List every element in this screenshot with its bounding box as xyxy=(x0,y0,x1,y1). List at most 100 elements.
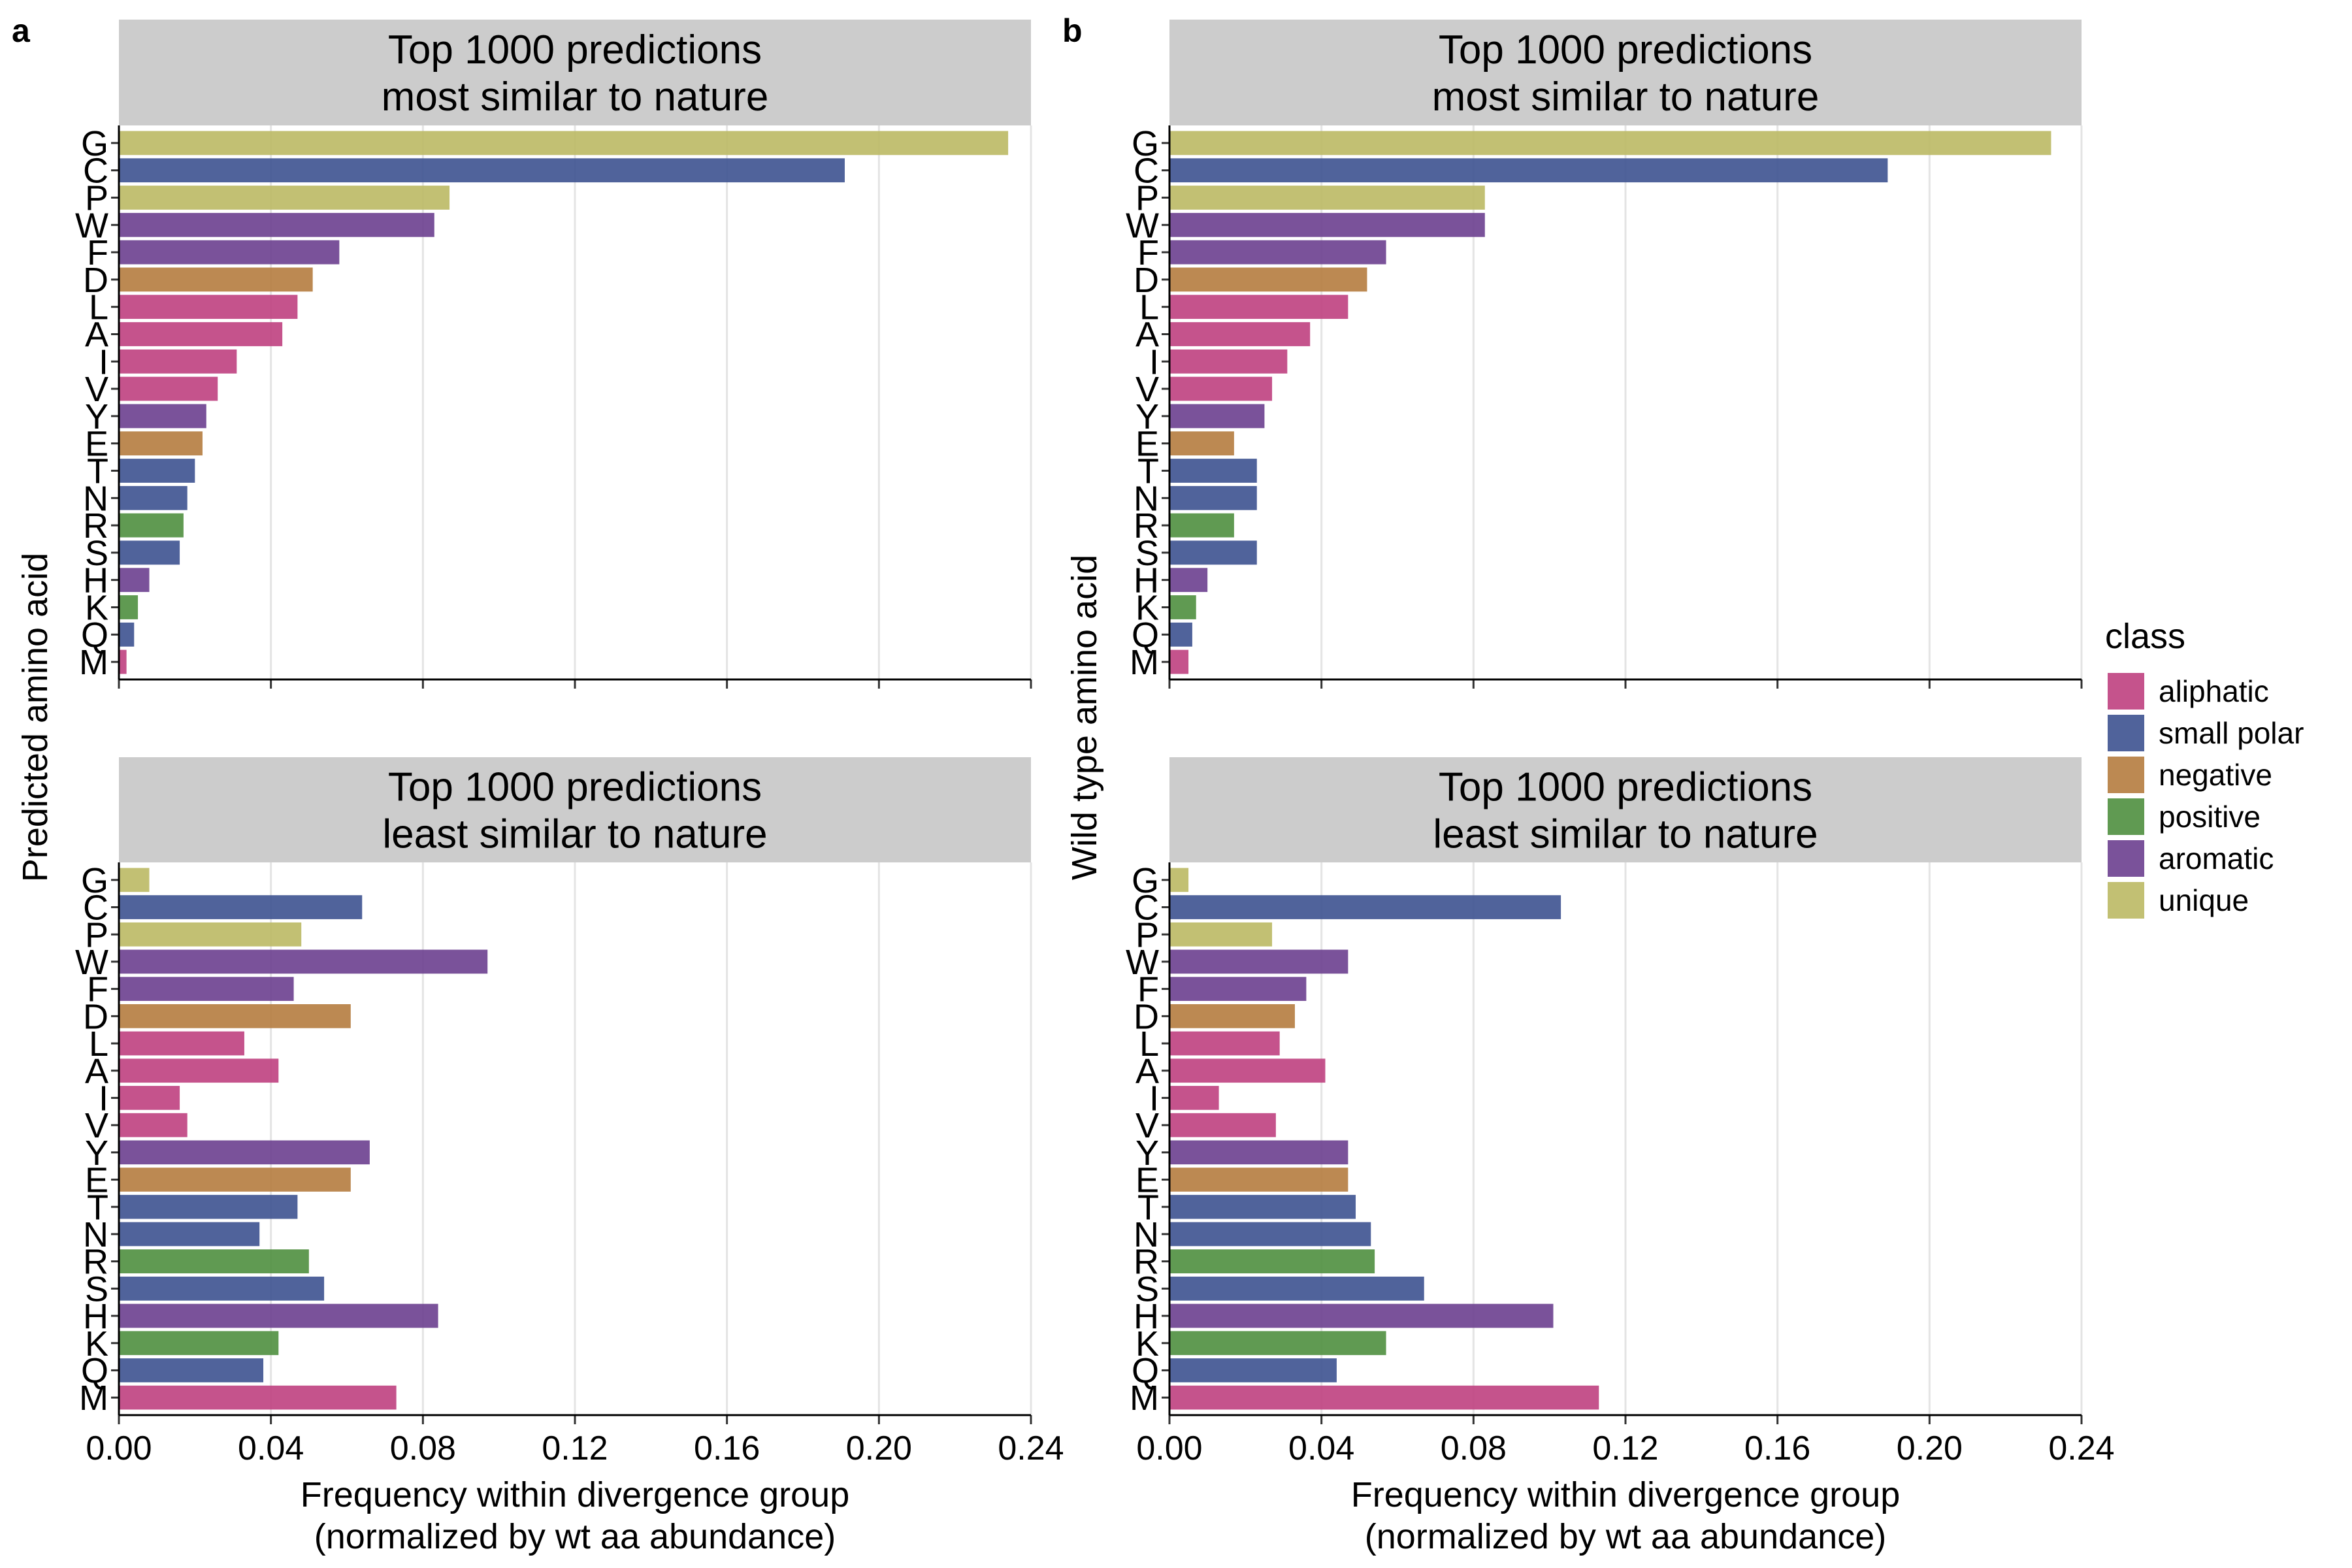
x-tick-label: 0.20 xyxy=(1897,1429,1963,1467)
bar-V xyxy=(119,1113,188,1137)
y-axis-title: Predicted amino acid xyxy=(16,553,55,882)
bar-N xyxy=(119,1222,260,1247)
y-tick-label-A: A xyxy=(85,316,108,355)
legend-swatch-aromatic xyxy=(2108,840,2144,877)
bar-A xyxy=(1169,1058,1326,1083)
strip-title-line: Top 1000 predictions xyxy=(388,765,762,810)
strip-title-line: Top 1000 predictions xyxy=(1439,765,1812,810)
y-tick-label-E: E xyxy=(1135,1161,1159,1200)
bar-M xyxy=(119,1385,397,1410)
panel-label-b: b xyxy=(1062,12,1083,49)
strip-header xyxy=(1169,20,2082,125)
strip-title-line: least similar to nature xyxy=(382,812,767,857)
bar-D xyxy=(119,1004,351,1028)
y-tick-label-G: G xyxy=(1132,124,1159,163)
y-tick-label-L: L xyxy=(1139,288,1159,327)
bar-A xyxy=(119,322,283,346)
y-tick-label-V: V xyxy=(85,1106,108,1145)
legend-label: aromatic xyxy=(2159,841,2274,875)
y-tick-label-L: L xyxy=(89,288,108,327)
y-tick-label-N: N xyxy=(83,1215,108,1254)
bar-N xyxy=(1169,485,1257,510)
y-tick-label-A: A xyxy=(1135,1052,1159,1091)
bar-G xyxy=(1169,131,2051,155)
x-tick-label: 0.00 xyxy=(86,1429,152,1467)
legend-label: aliphatic xyxy=(2159,674,2269,708)
y-tick-label-T: T xyxy=(87,1188,108,1227)
y-tick-label-M: M xyxy=(79,643,108,682)
bar-R xyxy=(119,1249,309,1273)
bar-C xyxy=(1169,895,1561,919)
x-tick-label: 0.12 xyxy=(1592,1429,1658,1467)
y-tick-label-R: R xyxy=(83,1243,108,1282)
y-tick-label-D: D xyxy=(1134,997,1159,1036)
y-tick-label-W: W xyxy=(75,943,108,982)
bar-H xyxy=(119,1303,438,1328)
y-tick-label-K: K xyxy=(85,589,108,628)
bar-S xyxy=(119,1277,325,1301)
bar-F xyxy=(119,240,340,265)
y-tick-label-H: H xyxy=(83,561,108,600)
bar-W xyxy=(1169,212,1485,237)
x-tick-label: 0.20 xyxy=(846,1429,912,1467)
bar-I xyxy=(119,1086,180,1110)
y-tick-label-M: M xyxy=(1130,643,1159,682)
bar-K xyxy=(1169,1331,1386,1356)
bar-Y xyxy=(119,1140,370,1165)
legend: class aliphatic small polar negative positiv… xyxy=(2105,617,2304,919)
y-tick-label-Q: Q xyxy=(1132,615,1159,655)
y-tick-label-W: W xyxy=(75,206,108,245)
y-tick-label-K: K xyxy=(1135,1324,1159,1364)
y-tick-label-S: S xyxy=(85,534,108,573)
bar-H xyxy=(1169,1303,1554,1328)
panels-layer: Top 1000 predictions most similar to natu… xyxy=(75,20,2115,1467)
y-tick-label-G: G xyxy=(1132,861,1159,900)
bar-K xyxy=(119,595,139,619)
y-tick-label-H: H xyxy=(1134,561,1159,600)
y-tick-label-C: C xyxy=(1134,889,1159,928)
bar-V xyxy=(1169,1113,1276,1137)
y-tick-label-Y: Y xyxy=(1135,1134,1159,1173)
strip-title-line: most similar to nature xyxy=(382,74,769,120)
y-tick-label-S: S xyxy=(85,1269,108,1309)
bar-Q xyxy=(1169,622,1192,647)
bar-L xyxy=(1169,1031,1280,1056)
bar-F xyxy=(119,977,294,1001)
bar-T xyxy=(1169,1194,1356,1219)
y-tick-label-F: F xyxy=(87,970,108,1009)
y-tick-label-E: E xyxy=(85,1161,108,1200)
y-tick-label-R: R xyxy=(1134,1243,1159,1282)
y-tick-label-K: K xyxy=(85,1324,108,1364)
y-tick-label-N: N xyxy=(1134,1215,1159,1254)
bar-T xyxy=(119,1194,298,1219)
legend-swatch-negative xyxy=(2108,757,2144,793)
y-tick-label-F: F xyxy=(87,233,108,272)
x-tick-label: 0.12 xyxy=(542,1429,608,1467)
panel-label-a: a xyxy=(12,12,31,49)
y-tick-label-D: D xyxy=(83,261,108,300)
bar-G xyxy=(1169,868,1189,892)
y-tick-label-R: R xyxy=(1134,506,1159,546)
strip-title-line: Top 1000 predictions xyxy=(1439,27,1812,73)
y-tick-label-P: P xyxy=(85,915,108,955)
bar-R xyxy=(119,513,184,538)
bar-F xyxy=(1169,977,1307,1001)
y-axis-title: Wild type amino acid xyxy=(1065,555,1104,880)
bar-D xyxy=(119,267,313,292)
y-tick-label-F: F xyxy=(1137,233,1159,272)
y-tick-label-Y: Y xyxy=(85,1134,108,1173)
bar-N xyxy=(1169,1222,1371,1247)
bar-M xyxy=(1169,649,1189,674)
bar-E xyxy=(119,431,203,456)
bar-S xyxy=(1169,1277,1424,1301)
bar-T xyxy=(1169,459,1257,483)
y-tick-label-V: V xyxy=(85,370,108,409)
strip-title-line: least similar to nature xyxy=(1433,812,1818,857)
y-tick-label-I: I xyxy=(1149,1079,1159,1118)
y-tick-label-C: C xyxy=(1134,152,1159,191)
y-tick-label-G: G xyxy=(81,124,108,163)
